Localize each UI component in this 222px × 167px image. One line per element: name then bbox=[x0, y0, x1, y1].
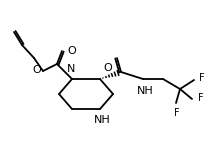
Text: NH: NH bbox=[137, 86, 153, 96]
Text: O: O bbox=[67, 46, 76, 56]
Text: O: O bbox=[32, 65, 41, 75]
Text: F: F bbox=[174, 108, 180, 118]
Text: O: O bbox=[103, 63, 112, 73]
Text: F: F bbox=[199, 73, 205, 83]
Text: F: F bbox=[198, 93, 204, 103]
Text: N: N bbox=[67, 64, 75, 74]
Text: NH: NH bbox=[94, 115, 110, 125]
